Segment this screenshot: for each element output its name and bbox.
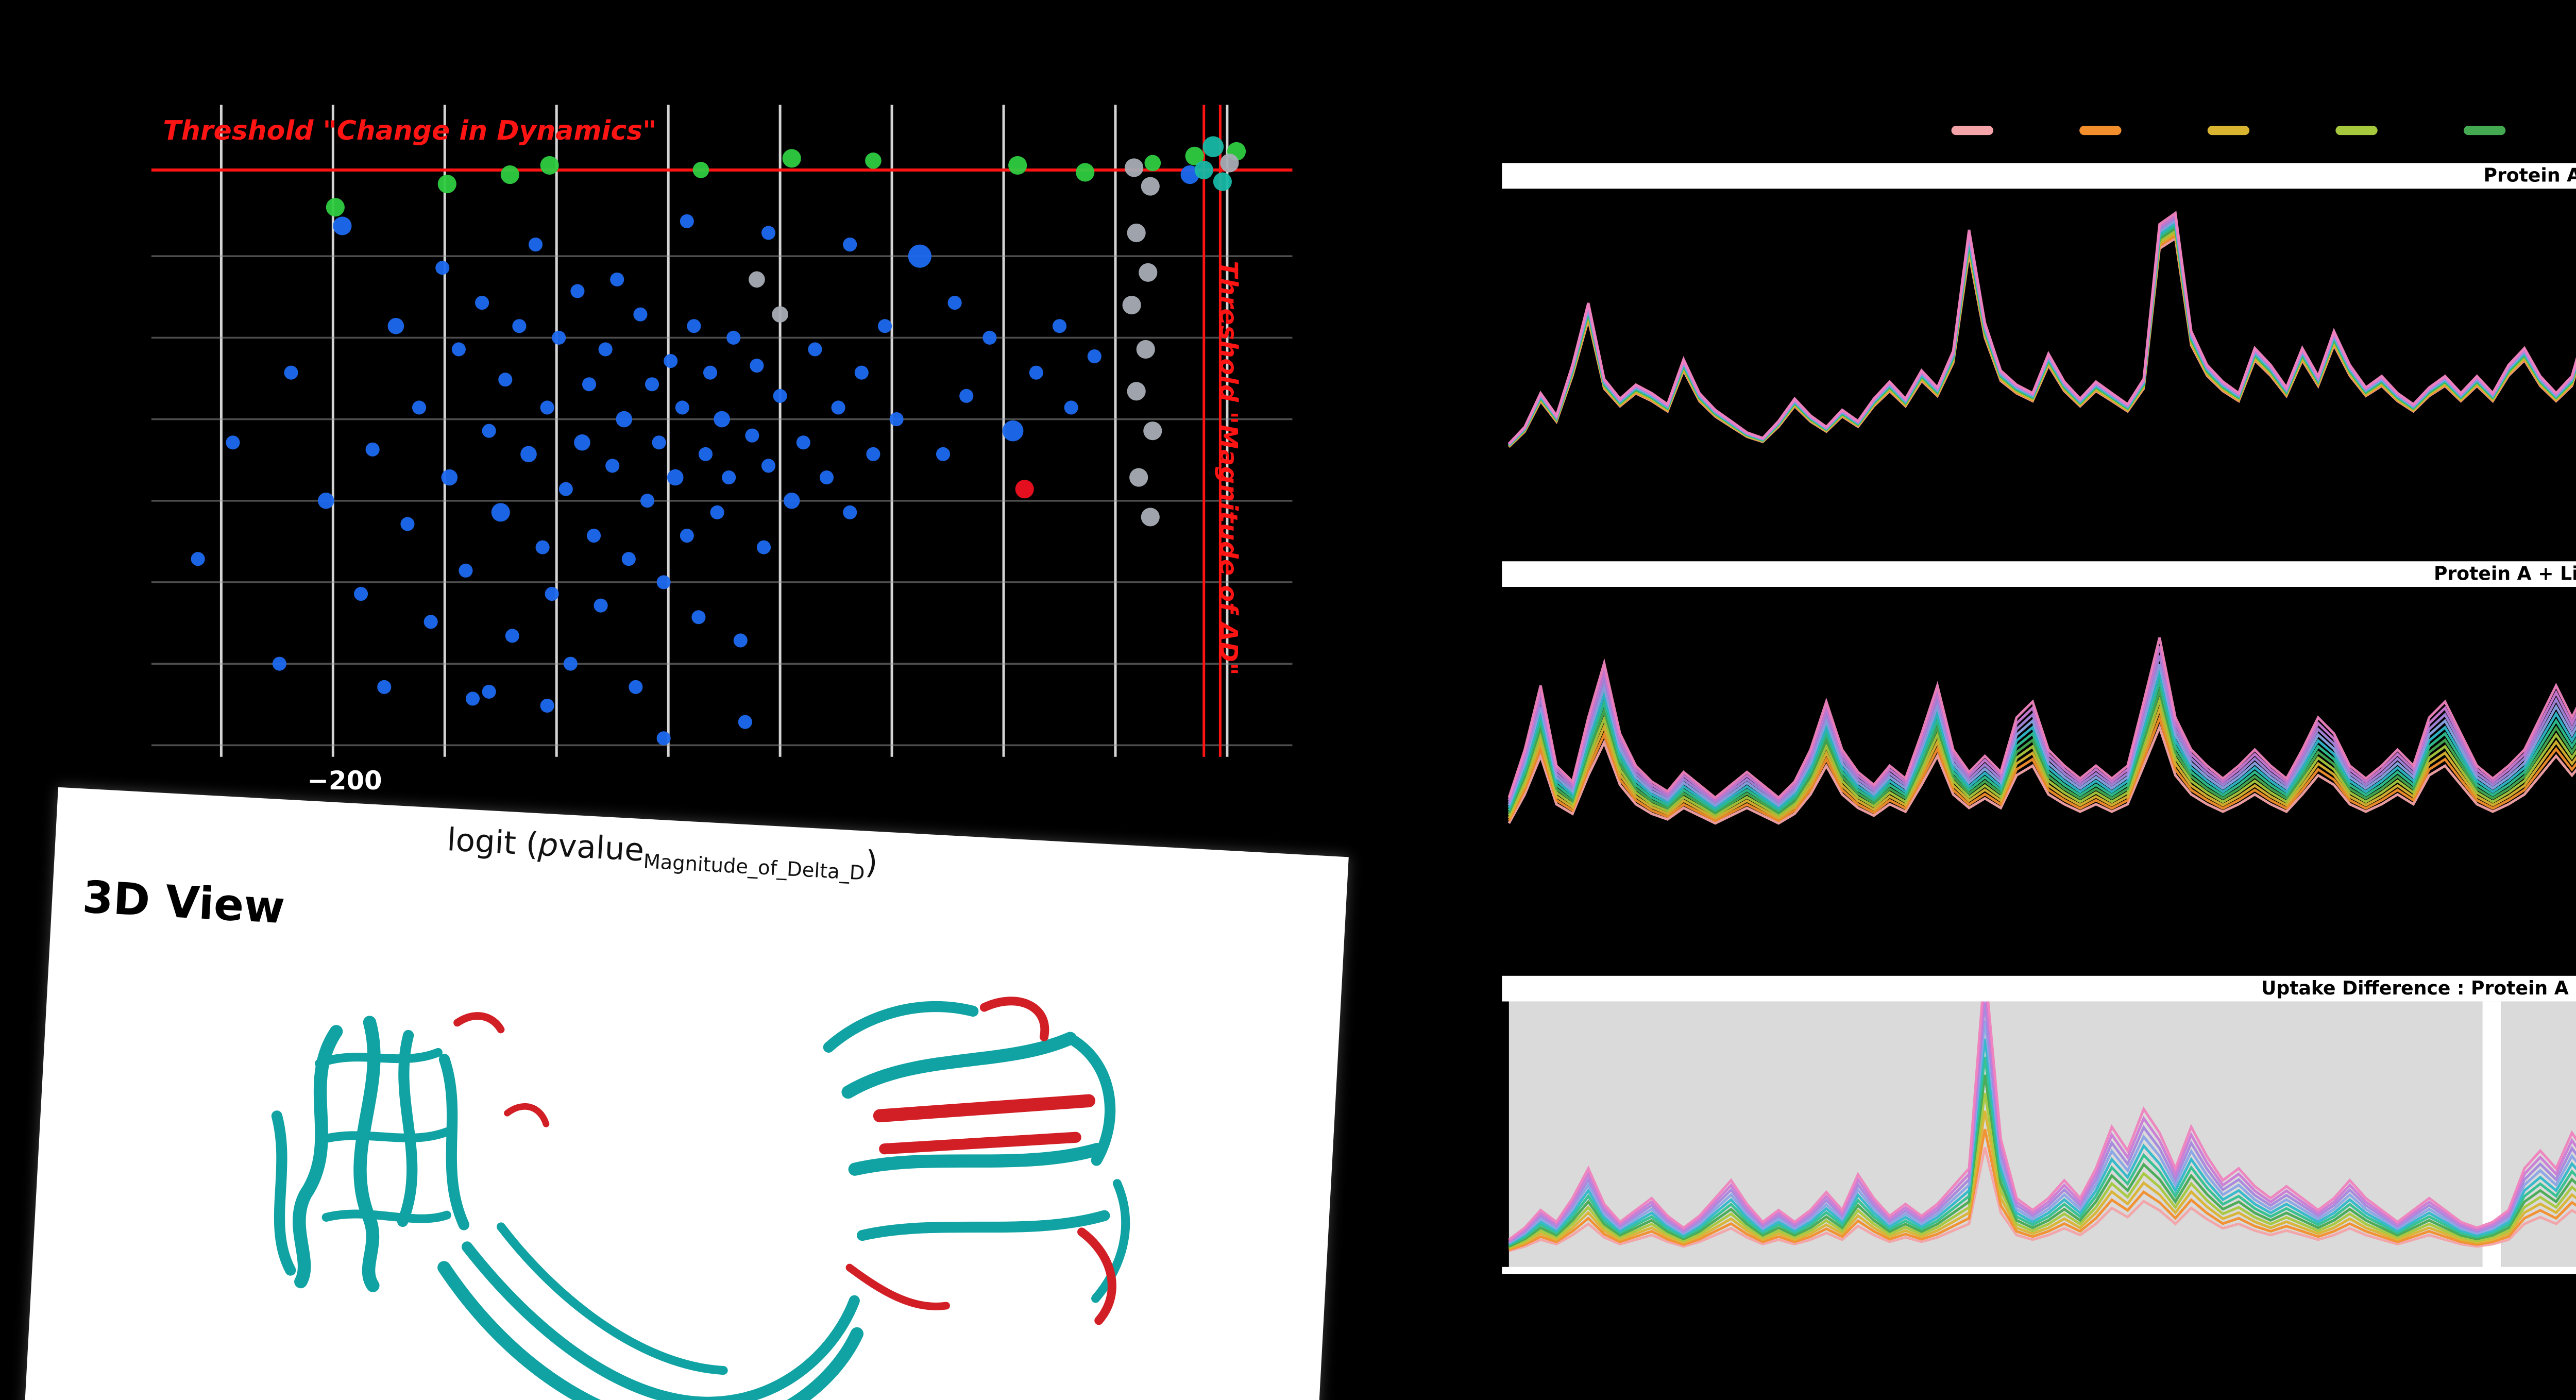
uptake-series-line [1507, 668, 2576, 810]
axis-title-subscript: Magnitude_of_Delta_D [642, 851, 866, 887]
uptake-series-line [1508, 1056, 2576, 1246]
axis-title-p: p [537, 827, 560, 866]
uptake-series-line [1508, 221, 2576, 446]
uptake-series-line [1509, 1128, 2576, 1251]
axis-title-mid: value [557, 828, 645, 870]
protein-ribbon-teal [271, 1001, 1130, 1400]
uptake-series-line [1508, 226, 2576, 447]
uptake-series-line [1508, 1002, 2576, 1243]
legend-dash [1951, 126, 1993, 134]
uptake-series-line [1507, 714, 2576, 822]
volcano-threshold-lines [151, 105, 1293, 757]
axis-title-prefix: logit ( [446, 822, 539, 865]
axis-title-suffix: ) [864, 845, 879, 883]
scatter-series-teal [1194, 136, 1232, 191]
uptake-series-line [1508, 211, 2576, 445]
x-axis-title: logit (pvalueMagnitude_of_Delta_D) [446, 822, 878, 887]
uptake-series-line [1507, 655, 2576, 805]
uptake-series-line [1508, 233, 2576, 448]
uptake-series-line [1508, 236, 2576, 448]
uptake-difference-chart [1508, 1001, 2576, 1274]
scatter-series-red [1015, 480, 1034, 499]
uptake-series-line [1507, 678, 2576, 812]
timepoint-legend [1951, 126, 2576, 134]
panel-title-text: Uptake Difference : Protein A - (Protein… [2261, 978, 2576, 999]
panel-title-text: Protein A + Ligand [2433, 563, 2576, 585]
scatter-series-blue [191, 165, 1199, 746]
uptake-chart-protein-a-ligand [1507, 637, 2576, 825]
uptake-lines [1508, 1001, 2576, 1252]
uptake-series-line [1507, 705, 2576, 820]
uptake-series-line [1507, 723, 2576, 825]
uptake-series-line [1508, 228, 2576, 447]
uptake-series-line [1508, 1020, 2576, 1244]
protein-structure-viewport[interactable] [103, 922, 1272, 1400]
uptake-series-line [1509, 1146, 2576, 1252]
uptake-series-line [1508, 223, 2576, 446]
uptake-difference-baseline-strip [1502, 1267, 2576, 1274]
uptake-series-line [1508, 1092, 2576, 1249]
panel-title-text: Protein A [2483, 165, 2576, 187]
view3d-panel: logit (pvalueMagnitude_of_Delta_D) 3D Vi… [22, 787, 1349, 1400]
uptake-series-line [1508, 1001, 2576, 1242]
legend-dash [2207, 126, 2250, 134]
threshold-magnitude-label: Threshold "Magnitude of ΔD" [1213, 261, 1242, 676]
panel-title-protein-a-ligand: Protein A + Ligand [1502, 561, 2576, 587]
panel-title-protein-a: Protein A [1502, 163, 2576, 189]
scatter-series-gray [749, 154, 1239, 527]
uptake-lines [1508, 211, 2576, 448]
uptake-series-line [1507, 696, 2576, 817]
volcano-plot-canvas [151, 105, 1293, 757]
uptake-series-line [1507, 687, 2576, 815]
x-axis-tick-label: −200 [307, 766, 382, 797]
legend-dash [2335, 126, 2378, 134]
threshold-change-in-dynamics-label: Threshold "Change in Dynamics" [163, 114, 657, 147]
uptake-series-line [1508, 1074, 2576, 1248]
volcano-plot [151, 105, 1293, 757]
uptake-series-line [1507, 664, 2576, 807]
uptake-lines [1507, 637, 2576, 825]
uptake-series-line [1508, 1001, 2576, 1241]
uptake-series-line [1508, 231, 2576, 447]
legend-dash [2463, 126, 2506, 134]
volcano-gridlines [151, 105, 1293, 757]
uptake-series-line [1508, 1038, 2576, 1245]
panel-title-uptake-difference: Uptake Difference : Protein A - (Protein… [1502, 975, 2576, 1002]
uptake-chart-protein-a [1508, 211, 2576, 448]
legend-dash [2079, 126, 2122, 134]
scatter-series-green [326, 142, 1246, 217]
uptake-series-line [1507, 637, 2576, 800]
protein-ribbon-red [453, 997, 1116, 1325]
uptake-series-line [1508, 1110, 2576, 1250]
uptake-series-line [1507, 646, 2576, 802]
